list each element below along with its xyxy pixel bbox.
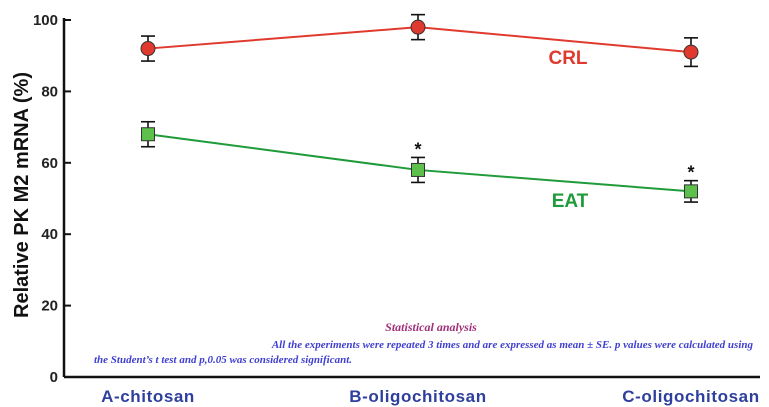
note-line-2: the Student’s t test and p,0.05 was cons… bbox=[94, 354, 352, 366]
y-tick-label: 60 bbox=[41, 155, 58, 172]
y-tick-label: 40 bbox=[41, 226, 58, 243]
x-tick-label: C-oligochitosan bbox=[622, 387, 759, 406]
data-point bbox=[683, 44, 699, 60]
significance-marker: * bbox=[414, 139, 421, 159]
series-layer: CRL * * EAT bbox=[140, 13, 699, 212]
x-tick-label: A-chitosan bbox=[101, 387, 195, 406]
series-label: EAT bbox=[552, 191, 589, 212]
note-title: Statistical analysis bbox=[385, 320, 477, 334]
data-point bbox=[684, 184, 698, 199]
significance-marker: * bbox=[687, 163, 694, 183]
data-point bbox=[140, 41, 156, 57]
series-eat: * * EAT bbox=[141, 120, 698, 212]
y-axis-label: Relative PK M2 mRNA (%) bbox=[11, 72, 33, 318]
series-label: CRL bbox=[548, 48, 587, 69]
series-crl: CRL bbox=[140, 13, 699, 69]
y-tick-label: 20 bbox=[41, 298, 58, 315]
x-axis-tick-labels: A-chitosan B-oligochitosan C-oligochitosan bbox=[101, 387, 759, 406]
data-point bbox=[410, 19, 426, 35]
y-axis-ticks: 0 20 40 60 80 100 bbox=[33, 12, 71, 386]
y-tick-label: 0 bbox=[50, 369, 58, 386]
y-tick-label: 100 bbox=[33, 12, 58, 29]
x-tick-label: B-oligochitosan bbox=[349, 387, 486, 406]
y-tick-label: 80 bbox=[41, 83, 58, 100]
note-line-1: All the experiments were repeated 3 time… bbox=[271, 339, 754, 351]
axes bbox=[62, 18, 760, 379]
data-point bbox=[141, 127, 155, 142]
data-point bbox=[411, 162, 425, 177]
statistical-analysis-note: Statistical analysis All the experiments… bbox=[94, 320, 753, 366]
